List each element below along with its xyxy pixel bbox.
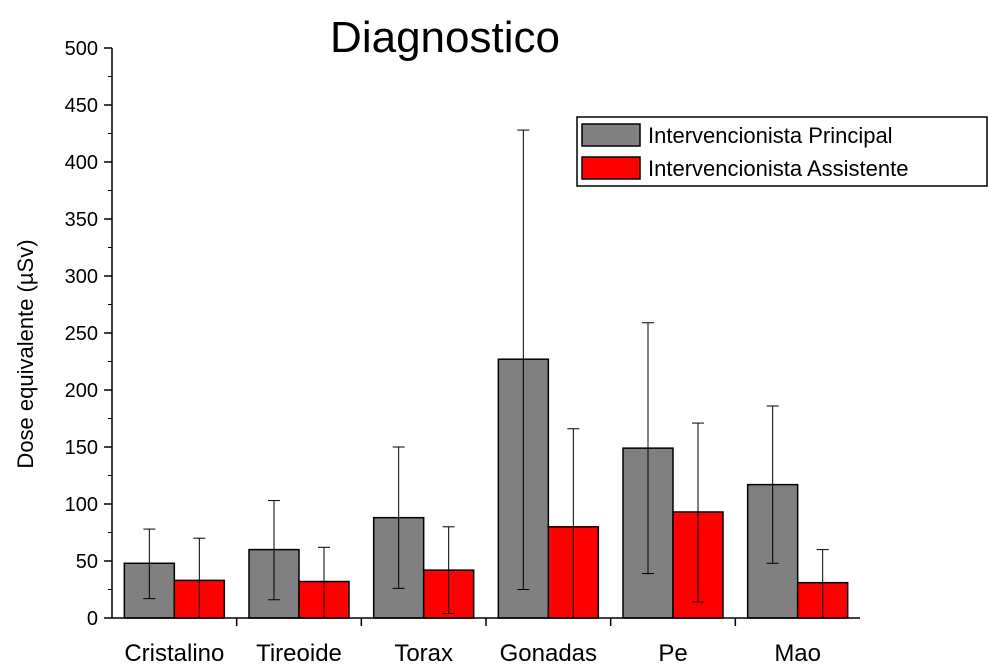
y-tick-label-0: 0 [87, 608, 98, 630]
chart-title: Diagnostico [330, 13, 560, 62]
legend-box [576, 116, 988, 187]
legend-swatch-principal [581, 123, 641, 147]
x-tick-label-cristalino: Cristalino [124, 640, 224, 667]
x-tick-label-mao: Mao [774, 640, 821, 667]
y-tick-label-50: 50 [76, 551, 98, 573]
x-tick-label-pe: Pe [658, 640, 687, 667]
y-tick-label-100: 100 [65, 494, 98, 516]
legend: Intervencionista Principal Intervencioni… [576, 116, 988, 187]
y-tick-label-250: 250 [65, 323, 98, 345]
legend-label-assistente: Intervencionista Assistente [648, 156, 908, 181]
y-tick-label-400: 400 [65, 152, 98, 174]
y-tick-label-150: 150 [65, 437, 98, 459]
y-tick-label-500: 500 [65, 38, 98, 60]
y-axis-title: Dose equivalente (µSv) [13, 239, 38, 468]
legend-label-principal: Intervencionista Principal [648, 123, 893, 148]
x-tick-label-torax: Torax [394, 640, 453, 667]
x-tick-label-gonadas: Gonadas [500, 640, 597, 667]
y-tick-label-350: 350 [65, 209, 98, 231]
plot-area: Cristalino Tireoide Torax Gonadas Pe Mao 0 50 10… [65, 38, 860, 667]
legend-swatch-assistente [581, 156, 641, 180]
y-tick-label-300: 300 [65, 266, 98, 288]
y-tick-label-200: 200 [65, 380, 98, 402]
y-tick-label-450: 450 [65, 95, 98, 117]
x-tick-label-tireoide: Tireoide [256, 640, 342, 667]
